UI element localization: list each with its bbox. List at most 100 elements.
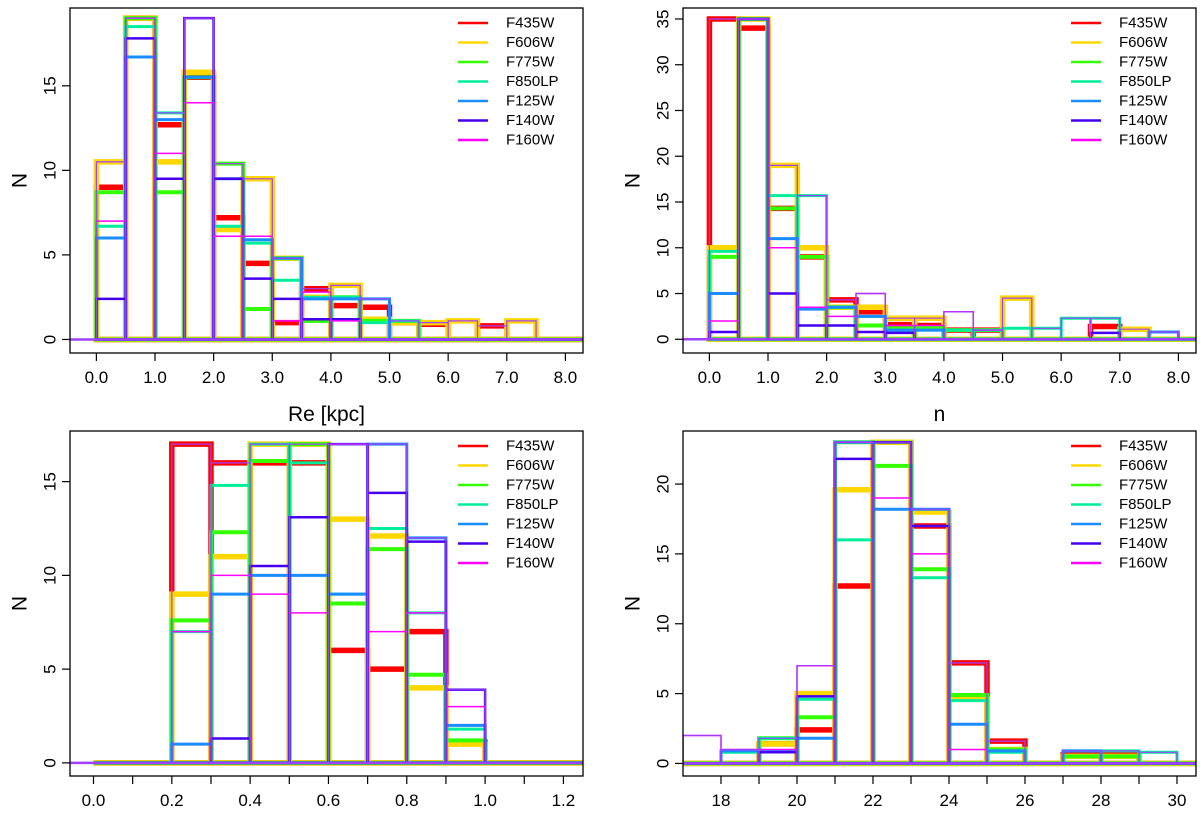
x-axis-label-n: n bbox=[934, 403, 946, 426]
legend-label-F435W: F435W bbox=[1119, 15, 1168, 32]
legend-label-F850LP: F850LP bbox=[506, 73, 559, 90]
legend-label-F125W: F125W bbox=[1119, 516, 1168, 533]
x-tick-label-re: 2.0 bbox=[202, 368, 226, 387]
y-tick-label-mu: 0 bbox=[654, 759, 673, 768]
legend-label-F850LP: F850LP bbox=[1119, 73, 1172, 90]
legend-re: F435W F606W F775W F850LP F125W F140W F160W bbox=[458, 15, 559, 149]
x-tick-label-re: 1.0 bbox=[143, 368, 167, 387]
x-tick-label-n: 4.0 bbox=[932, 368, 956, 387]
legend-label-F160W: F160W bbox=[1119, 555, 1168, 572]
x-tick-label-re: 5.0 bbox=[378, 368, 402, 387]
x-tick-label-mu: 30 bbox=[1168, 791, 1187, 810]
x-axis-label-re: Re [kpc] bbox=[288, 403, 365, 426]
x-tick-label-n: 1.0 bbox=[756, 368, 780, 387]
y-tick-label-re: 15 bbox=[41, 76, 60, 95]
x-tick-label-q: 0.2 bbox=[160, 791, 184, 810]
legend-label-F140W: F140W bbox=[506, 112, 555, 129]
x-tick-label-n: 0.0 bbox=[698, 368, 722, 387]
legend-label-F125W: F125W bbox=[1119, 93, 1168, 110]
x-tick-label-mu: 20 bbox=[788, 791, 807, 810]
legend-label-F140W: F140W bbox=[1119, 535, 1168, 552]
legend-label-F775W: F775W bbox=[1119, 477, 1168, 494]
histogram-outline-mu bbox=[683, 441, 1196, 764]
x-tick-label-re: 4.0 bbox=[319, 368, 343, 387]
x-tick-label-n: 8.0 bbox=[1167, 368, 1191, 387]
y-tick-label-mu: 20 bbox=[654, 475, 673, 494]
y-tick-label-q: 10 bbox=[41, 566, 60, 585]
y-tick-label-mu: 5 bbox=[654, 689, 673, 698]
legend-label-F125W: F125W bbox=[506, 516, 555, 533]
legend-mu: F435W F606W F775W F850LP F125W F140W F160W bbox=[1071, 438, 1172, 572]
panel-mu: 1820222426283005101520Nμe [mag arcsec−2]… bbox=[622, 430, 1197, 824]
x-tick-label-mu: 24 bbox=[940, 791, 959, 810]
legend-label-F160W: F160W bbox=[506, 132, 555, 149]
y-tick-label-re: 5 bbox=[41, 250, 60, 259]
panel-n: 0.0 1.0 2.0 3.0 4.0 5.0 6.0 7.0 8.0 0 5 10 15 20 25 30 3… bbox=[622, 7, 1197, 426]
y-axis-label-q: N bbox=[9, 596, 32, 611]
x-tick-label-re: 6.0 bbox=[436, 368, 460, 387]
histograms-mu bbox=[683, 439, 1196, 767]
plot-frame-mu bbox=[682, 430, 1197, 777]
x-tick-label-n: 7.0 bbox=[1108, 368, 1132, 387]
legend-label-F160W: F160W bbox=[1119, 132, 1168, 149]
legend-label-F850LP: F850LP bbox=[506, 496, 559, 513]
x-tick-label-n: 5.0 bbox=[991, 368, 1015, 387]
legend-label-F775W: F775W bbox=[1119, 54, 1168, 71]
histograms-re bbox=[70, 15, 583, 343]
x-tick-label-q: 1.2 bbox=[552, 791, 576, 810]
legend-label-F775W: F775W bbox=[506, 477, 555, 494]
x-tick-label-n: 6.0 bbox=[1049, 368, 1073, 387]
legend-label-F435W: F435W bbox=[506, 438, 555, 455]
legend-label-F775W: F775W bbox=[506, 54, 555, 71]
x-tick-label-n: 3.0 bbox=[873, 368, 897, 387]
histogram-outline-q bbox=[93, 443, 583, 764]
x-tick-label-q: 0.8 bbox=[395, 791, 419, 810]
y-tick-label-n: 20 bbox=[654, 147, 673, 166]
y-tick-label-n: 25 bbox=[654, 101, 673, 120]
y-tick-label-q: 0 bbox=[41, 758, 60, 767]
legend-n: F435W F606W F775W F850LP F125W F140W F160W bbox=[1071, 15, 1172, 149]
y-tick-label-n: 35 bbox=[654, 10, 673, 29]
y-tick-label-n: 15 bbox=[654, 193, 673, 212]
legend-label-F850LP: F850LP bbox=[1119, 496, 1172, 513]
y-axis-label-re: N bbox=[9, 173, 32, 188]
y-tick-label-q: 5 bbox=[41, 664, 60, 673]
legend-label-F606W: F606W bbox=[506, 34, 555, 51]
y-tick-label-q: 15 bbox=[41, 472, 60, 491]
y-tick-label-n: 0 bbox=[654, 335, 673, 344]
y-tick-label-mu: 10 bbox=[654, 614, 673, 633]
y-axis-label-mu: N bbox=[622, 596, 645, 611]
y-tick-label-re: 10 bbox=[41, 161, 60, 180]
y-tick-label-re: 0 bbox=[41, 335, 60, 344]
x-tick-label-mu: 26 bbox=[1016, 791, 1035, 810]
x-tick-label-re: 0.0 bbox=[85, 368, 109, 387]
panel-re: 0.0 1.0 2.0 3.0 4.0 5.0 6.0 7.0 8.0 0 5 10 15 N Re [kp… bbox=[9, 7, 584, 426]
x-tick-label-re: 8.0 bbox=[554, 368, 578, 387]
plot-frame-n bbox=[682, 7, 1197, 354]
x-tick-label-mu: 28 bbox=[1092, 791, 1111, 810]
plot-frame-re bbox=[69, 7, 584, 354]
legend-label-F435W: F435W bbox=[1119, 438, 1168, 455]
legend-label-F140W: F140W bbox=[1119, 112, 1168, 129]
legend-label-F140W: F140W bbox=[506, 535, 555, 552]
x-tick-label-mu: 18 bbox=[712, 791, 731, 810]
x-tick-label-re: 3.0 bbox=[260, 368, 284, 387]
legend-label-F606W: F606W bbox=[506, 457, 555, 474]
x-tick-label-q: 1.0 bbox=[473, 791, 497, 810]
x-tick-label-n: 2.0 bbox=[815, 368, 839, 387]
legend-label-F606W: F606W bbox=[1119, 457, 1168, 474]
legend-label-F606W: F606W bbox=[1119, 34, 1168, 51]
legend-q: F435W F606W F775W F850LP F125W F140W F160W bbox=[458, 438, 559, 572]
panel-q: 0.00.20.40.60.81.01.2051015NqF435WF606WF… bbox=[9, 430, 584, 810]
histograms-q bbox=[70, 441, 583, 766]
x-tick-label-mu: 22 bbox=[864, 791, 883, 810]
y-tick-label-mu: 15 bbox=[654, 544, 673, 563]
y-tick-label-n: 10 bbox=[654, 238, 673, 257]
x-tick-label-q: 0.0 bbox=[82, 791, 106, 810]
plot-frame-q bbox=[69, 430, 584, 777]
legend-label-F160W: F160W bbox=[506, 555, 555, 572]
y-tick-label-n: 5 bbox=[654, 289, 673, 298]
y-tick-label-n: 30 bbox=[654, 55, 673, 74]
legend-label-F435W: F435W bbox=[506, 15, 555, 32]
